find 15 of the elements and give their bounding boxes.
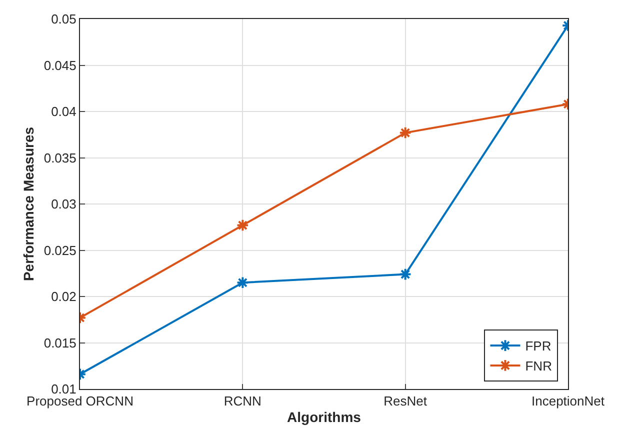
y-tick-label: 0.03 [51, 196, 76, 212]
x-tick-label: ResNet [384, 394, 428, 409]
x-axis-title: Algorithms [287, 408, 362, 425]
y-axis-title: Performance Measures [20, 126, 36, 282]
y-tick-label: 0.025 [44, 242, 76, 258]
y-tick-label: 0.04 [51, 104, 76, 120]
y-tick-label: 0.015 [44, 335, 76, 350]
x-tick-label: RCNN [224, 394, 262, 409]
y-tick-label: 0.05 [51, 12, 76, 27]
y-tick-label: 0.045 [44, 58, 76, 73]
y-tick-label: 0.02 [51, 289, 76, 304]
legend-label: FNR [525, 358, 552, 374]
y-tick-label: 0.035 [44, 150, 76, 166]
x-tick-label: InceptionNet [532, 394, 605, 409]
legend-label: FPR [525, 338, 552, 354]
